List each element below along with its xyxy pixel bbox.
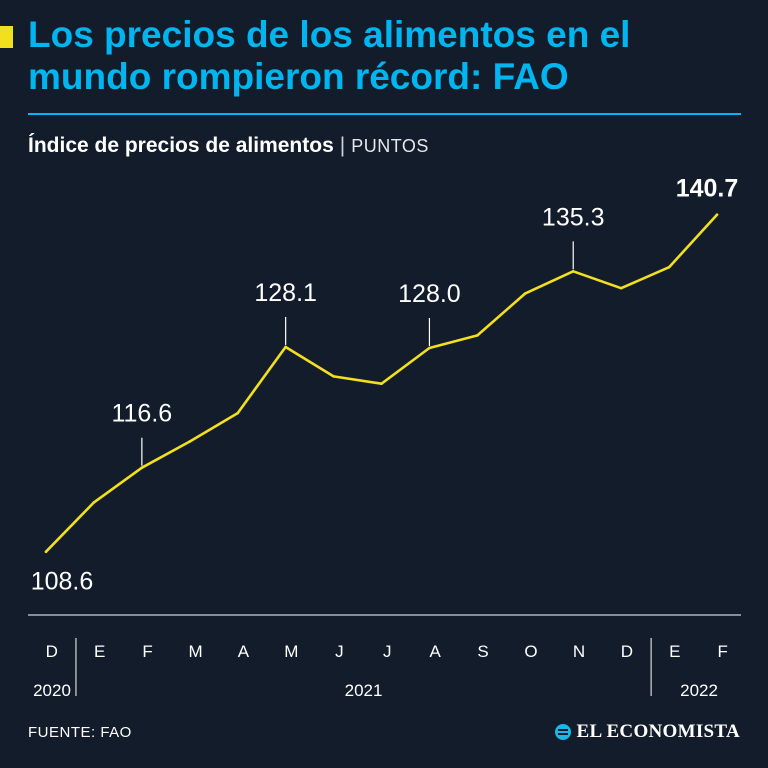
data-point xyxy=(44,550,48,553)
accent-square xyxy=(0,26,13,48)
data-point xyxy=(523,292,527,295)
x-tick-label: A xyxy=(238,642,250,661)
subtitle-main: Índice de precios de alimentos xyxy=(28,134,334,157)
data-label: 135.3 xyxy=(542,203,605,231)
x-tick-label: M xyxy=(188,642,203,661)
brand-name: EL ECONOMISTA xyxy=(576,721,740,742)
chart-title: Los precios de los alimentos en el mundo… xyxy=(28,14,631,97)
year-label: 2021 xyxy=(345,681,383,700)
data-label: 128.1 xyxy=(254,279,317,307)
data-label: 116.6 xyxy=(111,400,172,428)
data-point xyxy=(619,286,623,290)
x-tick-label: S xyxy=(477,642,489,661)
brand-icon xyxy=(554,724,571,740)
data-point xyxy=(476,334,479,337)
subtitle-unit: PUNTOS xyxy=(351,136,429,156)
data-label: 128.0 xyxy=(398,280,461,308)
year-label: 2022 xyxy=(680,681,718,700)
x-tick-label: J xyxy=(383,642,392,661)
data-point xyxy=(715,213,719,216)
data-point xyxy=(284,345,287,349)
data-label: 140.7 xyxy=(676,175,739,203)
x-tick-label: F xyxy=(142,642,153,661)
data-point xyxy=(92,501,96,504)
x-tick-label: F xyxy=(718,642,729,661)
x-tick-label: A xyxy=(430,642,442,661)
x-tick-label: D xyxy=(46,642,59,661)
data-point xyxy=(332,375,335,378)
data-point xyxy=(236,411,240,415)
brand-logo: EL ECONOMISTA xyxy=(554,721,741,743)
source-note: FUENTE: FAO xyxy=(28,724,132,741)
chart-subtitle: Índice de precios de alimentos | PUNTOS xyxy=(28,134,429,158)
x-tick-label: N xyxy=(573,642,586,661)
x-tick-label: E xyxy=(94,642,106,661)
subtitle-separator: | xyxy=(339,134,346,157)
x-tick-label: O xyxy=(524,642,538,661)
x-tick-label: D xyxy=(621,642,634,661)
data-point xyxy=(667,265,671,269)
data-point xyxy=(571,270,575,273)
x-tick-label: M xyxy=(284,642,299,661)
data-point xyxy=(428,346,431,350)
title-divider xyxy=(28,113,741,115)
x-tick-label: E xyxy=(669,642,681,661)
data-point xyxy=(380,382,383,386)
x-tick-label: J xyxy=(335,642,344,661)
data-label: 108.6 xyxy=(31,568,94,596)
data-point xyxy=(188,440,192,443)
data-point xyxy=(140,466,144,470)
year-label: 2020 xyxy=(33,681,71,700)
